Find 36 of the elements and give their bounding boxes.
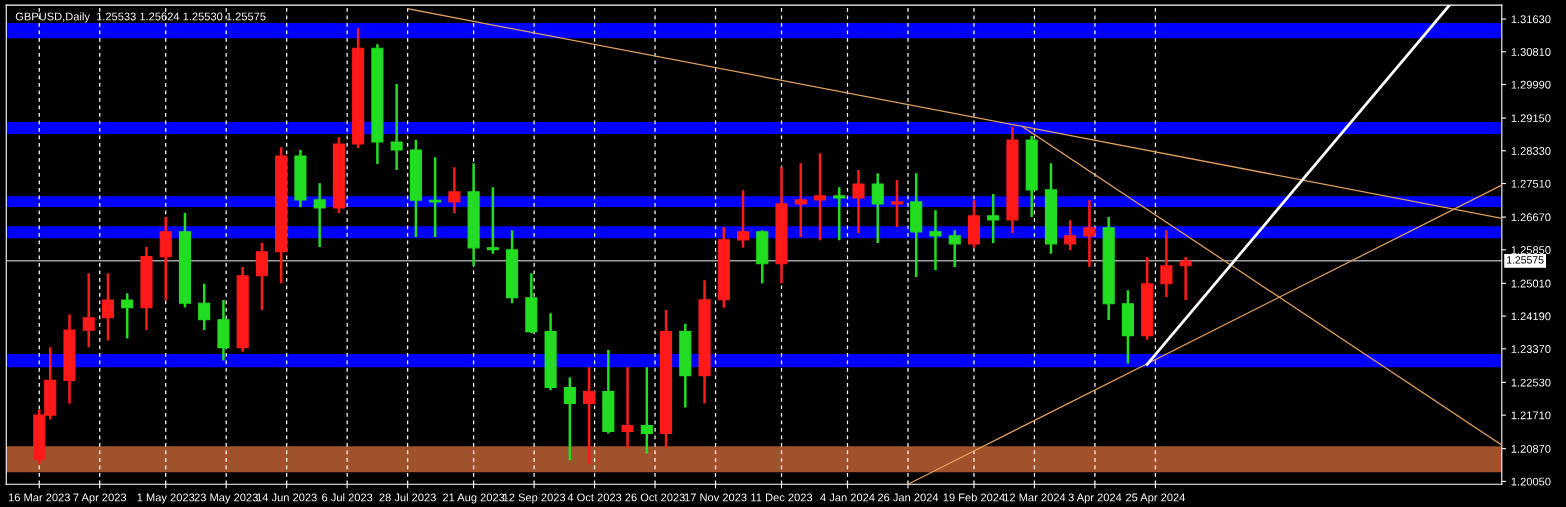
x-tick-label: 21 Aug 2023: [442, 493, 505, 504]
x-tick-label: 11 Dec 2023: [751, 493, 813, 502]
x-tick-label: 26 Jan 2024: [877, 493, 939, 502]
y-tick-label: 1.22530: [1511, 378, 1551, 387]
x-tick-label: 28 Jul 2023: [379, 493, 436, 502]
x-tick-label: 19 Feb 2024: [943, 493, 1005, 502]
y-tick-label: 1.30810: [1511, 48, 1551, 56]
y-tick-label: 1.24190: [1511, 312, 1551, 321]
y-tick-label: 1.25010: [1511, 279, 1551, 288]
y-tick-label: 1.29990: [1511, 80, 1551, 89]
y-tick-label: 1.20870: [1511, 444, 1551, 453]
y-tick-label: 1.28330: [1511, 147, 1551, 155]
y-tick-label: 1.29150: [1511, 114, 1551, 123]
x-tick-label: 26 Oct 2023: [625, 493, 685, 502]
x-tick-label: 7 Apr 2023: [73, 493, 127, 504]
y-tick-label: 1.23370: [1511, 345, 1551, 353]
x-tick-label: 1 May 2023: [137, 493, 195, 504]
x-tick-label: 25 Apr 2024: [1126, 493, 1186, 504]
text: GBPUSD,Daily 1.25533 1.25624 1.25530 1.25575: [15, 12, 266, 23]
ref-line-label: 1.25575: [1507, 256, 1544, 264]
x-tick-label: 4 Oct 2023: [567, 493, 622, 502]
y-tick-label: 1.25850: [1511, 246, 1551, 254]
y-tick-label: 1.20050: [1511, 477, 1551, 486]
x-tick-label: 12 Sep 2023: [503, 493, 566, 504]
y-tick-label: 1.26670: [1511, 213, 1551, 222]
y-tick-label: 1.21710: [1511, 411, 1551, 420]
x-tick-label: 17 Nov 2023: [684, 493, 747, 502]
x-tick-label: 16 Mar 2023: [8, 493, 70, 502]
x-tick-label: 14 Jun 2023: [256, 493, 317, 502]
y-tick-label: 1.31630: [1511, 15, 1551, 24]
x-tick-label: 12 Mar 2024: [1004, 493, 1066, 502]
x-tick-label: 3 Apr 2024: [1068, 493, 1122, 504]
y-tick-label: 1.27510: [1511, 179, 1551, 188]
x-tick-label: 4 Jan 2024: [820, 493, 875, 502]
x-tick-label: 23 May 2023: [194, 493, 258, 504]
x-tick-label: 6 Jul 2023: [322, 493, 373, 502]
